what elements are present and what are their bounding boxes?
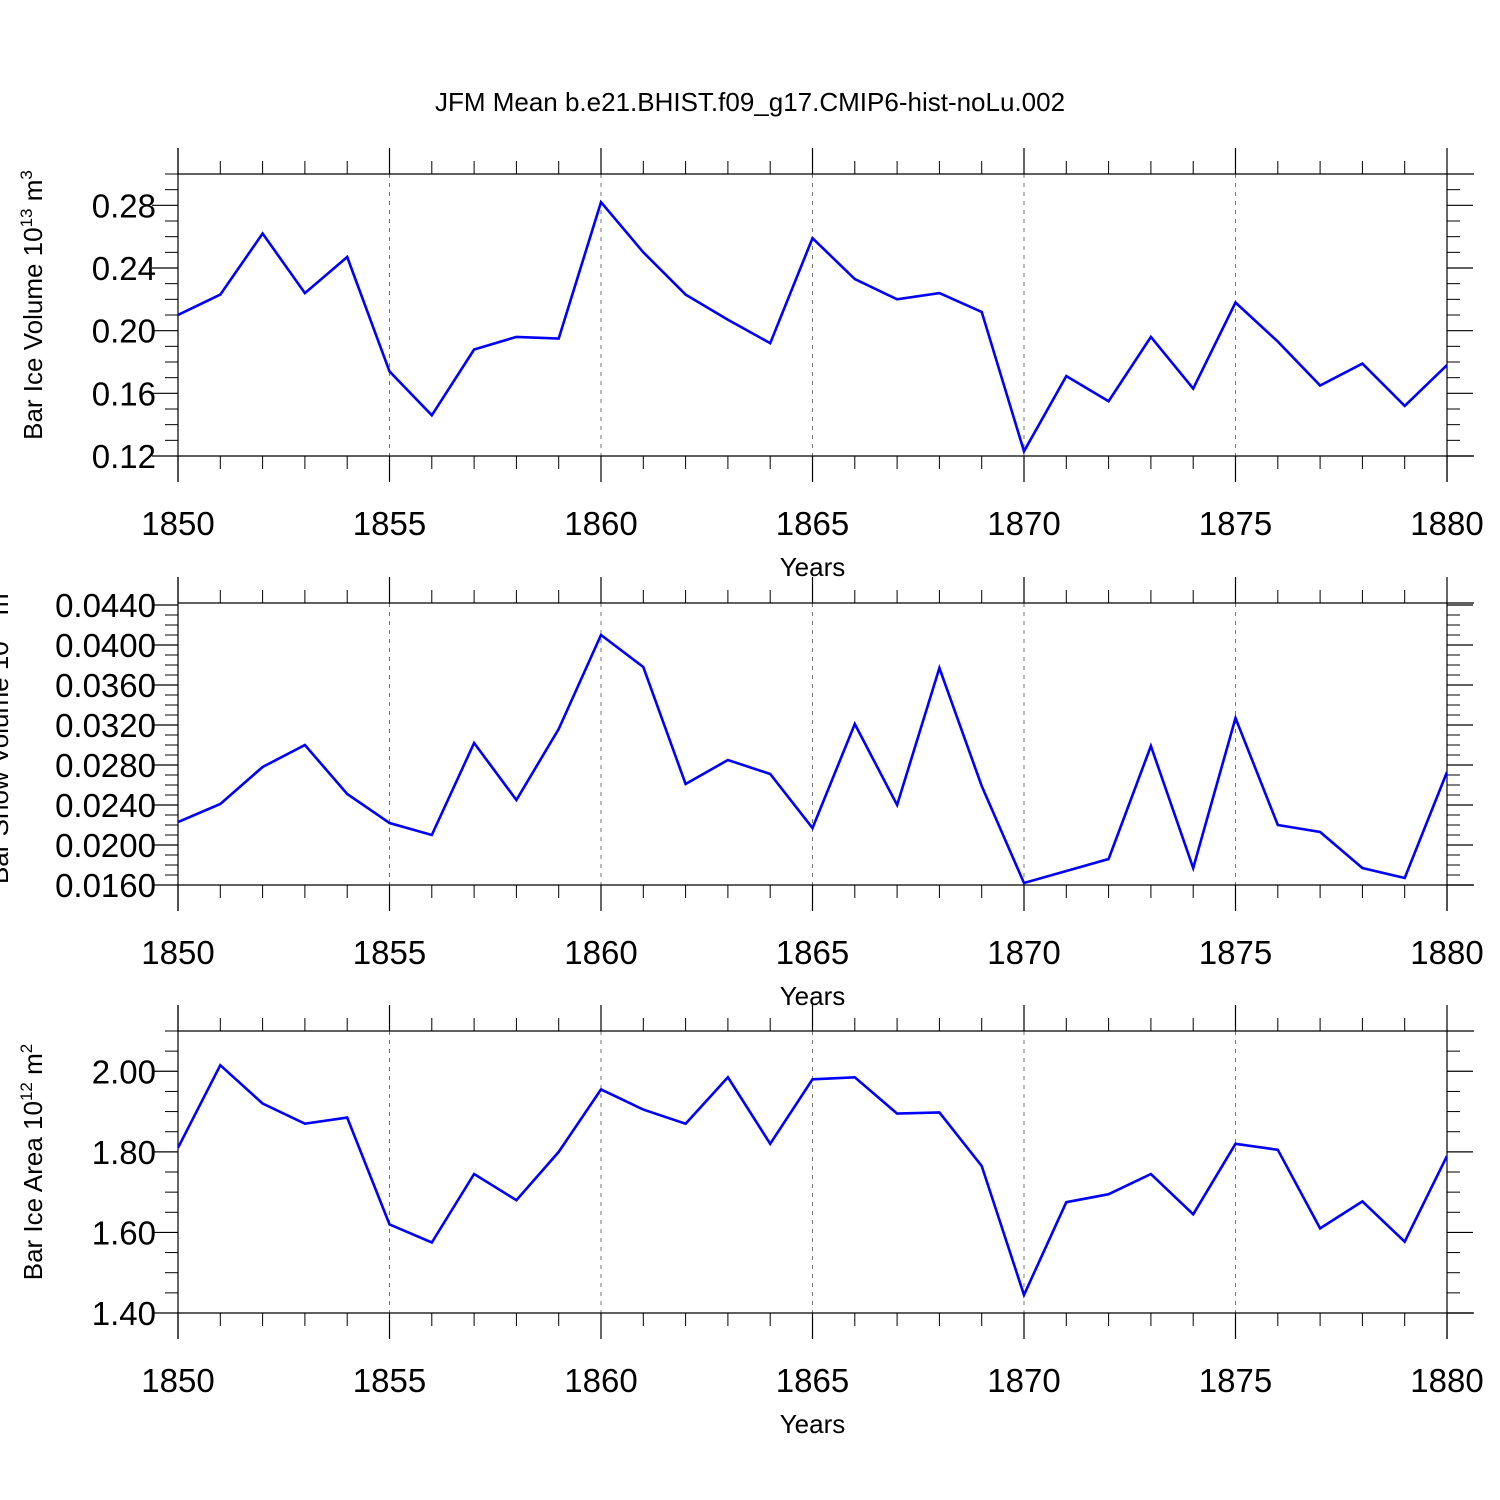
y-tick-label: 0.0240 (55, 787, 156, 824)
x-tick-label: 1855 (353, 505, 426, 542)
y-axis-label: Bar Snow Volume 1013 m3 (0, 584, 14, 884)
x-tick-label: 1855 (353, 1362, 426, 1399)
y-tick-label: 0.12 (92, 438, 156, 475)
y-tick-label: 1.80 (92, 1134, 156, 1171)
y-axis-label-unit-exponent: 2 (17, 1044, 36, 1053)
y-axis-label-exponent: 13 (17, 208, 36, 227)
x-tick-label: 1880 (1410, 1362, 1483, 1399)
chart-panel-3: 1850 1855 1860 1865 1870 1875 1880 Years 1.40 1.6… (17, 1005, 1484, 1439)
x-tick-label: 1875 (1199, 1362, 1272, 1399)
y-tick-label: 2.00 (92, 1053, 156, 1090)
chart-panels: 1850 1855 1860 1865 1870 1875 1880 Years 0.12 0.1… (0, 148, 1484, 1439)
x-tick-label: 1850 (141, 1362, 214, 1399)
x-tick-label: 1860 (564, 505, 637, 542)
y-tick-label: 0.0440 (55, 587, 156, 624)
x-tick-label: 1880 (1410, 505, 1483, 542)
x-tick-label: 1865 (776, 1362, 849, 1399)
y-tick-label: 0.24 (92, 250, 156, 287)
y-tick-label: 0.20 (92, 313, 156, 350)
x-tick-label: 1870 (987, 934, 1060, 971)
y-tick-label: 0.0400 (55, 627, 156, 664)
y-tick-label: 1.40 (92, 1295, 156, 1332)
chart-panel-1: 1850 1855 1860 1865 1870 1875 1880Years0.120.1… (17, 148, 1484, 582)
y-tick-label: 0.0280 (55, 747, 156, 784)
figure-title: JFM Mean b.e21.BHIST.f09_g17.CMIP6-hist-… (435, 87, 1065, 117)
y-tick-label: 0.0360 (55, 667, 156, 704)
x-tick-label: 1860 (564, 1362, 637, 1399)
x-tick-label: 1855 (353, 934, 426, 971)
y-tick-label: 0.0200 (55, 827, 156, 864)
series-line-1 (178, 199, 1447, 455)
x-tick-label: 1870 (987, 1362, 1060, 1399)
x-tick-label: 1870 (987, 505, 1060, 542)
x-tick-label: 1850 (141, 505, 214, 542)
y-tick-label: 1.60 (92, 1214, 156, 1251)
y-axis-label-exponent: 13 (0, 622, 2, 641)
y-axis-label-text: Bar Ice Area 10 (18, 1101, 48, 1280)
x-tick-label: 1850 (141, 934, 214, 971)
y-axis-label-unit-exponent: 3 (17, 170, 36, 179)
series-line-1 (178, 1063, 1447, 1299)
chart-panel-2: 1850 1855 1860 1865 1870 1875 1880Years0.01600… (0, 577, 1484, 1011)
series-line-1 (178, 632, 1447, 885)
y-tick-label: 0.0320 (55, 707, 156, 744)
x-tick-label: 1875 (1199, 934, 1272, 971)
x-tick-label: 1880 (1410, 934, 1483, 971)
y-tick-label: 0.0160 (55, 867, 156, 904)
x-tick-label: 1865 (776, 934, 849, 971)
x-tick-label: 1865 (776, 505, 849, 542)
y-axis-label-text: Bar Ice Volume 10 (18, 227, 48, 439)
x-axis-label: Years (780, 1409, 846, 1439)
y-axis-label-text: Bar Snow Volume 10 (0, 641, 14, 884)
y-axis-label-unit-exponent: 3 (0, 584, 2, 593)
x-tick-label: 1860 (564, 934, 637, 971)
x-tick-label: 1875 (1199, 505, 1272, 542)
y-tick-label: 0.16 (92, 375, 156, 412)
y-axis-label-unit: m (0, 593, 14, 622)
y-axis-label: Bar Ice Volume 1013 m3 (17, 170, 48, 440)
y-axis-label: Bar Ice Area 1012 m2 (17, 1044, 48, 1281)
y-tick-label: 0.28 (92, 187, 156, 224)
y-axis-label-exponent: 12 (17, 1082, 36, 1101)
y-axis-label-unit: m (18, 1053, 48, 1082)
y-axis-label-unit: m (18, 180, 48, 209)
